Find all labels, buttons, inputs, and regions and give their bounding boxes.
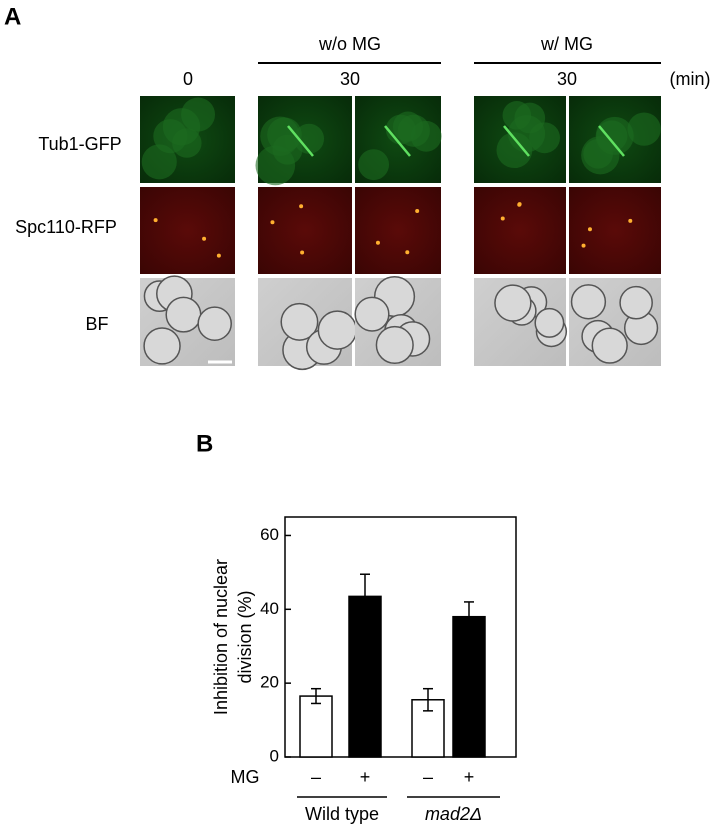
cell [591,327,628,364]
cell [141,144,177,180]
cell [397,114,430,147]
spot [517,202,522,207]
cell [317,310,358,350]
bar [452,615,486,758]
y-tick-label: 0 [270,746,279,765]
cell [619,285,653,320]
cell [496,132,533,169]
category-label: + [360,767,371,787]
time-label: 30 [557,69,577,89]
micrograph [474,187,566,274]
condition-header: w/o MG [318,34,381,54]
spot [587,227,592,232]
y-tick-label: 40 [260,599,279,618]
spindle [384,125,411,157]
micrograph [569,187,661,274]
micrograph [258,187,352,274]
bar-chart: Inhibition of nuclear division (%) MG 0 2… [211,516,517,824]
time-label: 30 [340,69,360,89]
cell [293,123,325,154]
spot [216,253,221,258]
spot [299,204,304,209]
bar [299,695,333,758]
spot [500,216,505,221]
row-label: Spc110-RFP [15,217,117,237]
cell [143,327,181,365]
cell [502,101,532,130]
cell [581,136,620,175]
spot [415,208,420,213]
cell [255,145,296,186]
y-tick-label: 60 [260,525,279,544]
cell [494,284,532,322]
cell [280,302,319,341]
row-label: Tub1-GFP [38,134,121,154]
panel-label: B [196,430,213,457]
y-axis-label: Inhibition of nuclear [211,559,231,715]
y-tick-label: 20 [260,673,279,692]
spot [300,250,305,255]
condition-header: w/ MG [540,34,593,54]
micrograph [140,187,235,274]
cell [354,296,390,332]
cell [570,284,607,320]
spot [202,236,207,241]
time-unit: (min) [670,69,711,89]
micrograph [355,187,441,274]
category-label: – [423,767,433,787]
cell [267,117,302,153]
spindle [287,125,314,157]
spot [405,250,410,255]
bar [348,595,382,758]
y-axis-label: division (%) [235,590,255,683]
category-label: – [311,767,321,787]
cell [181,97,216,132]
plot-frame [284,516,517,758]
spindle [598,125,625,157]
panel-label: A [4,3,21,30]
time-label: 0 [183,69,193,89]
cell [375,325,414,365]
row-label: BF [85,314,108,334]
cell [627,112,661,146]
spot [270,220,275,225]
spot [375,240,380,245]
spot [628,218,633,223]
cell [534,307,565,338]
group-label: Wild type [305,804,379,824]
cell [358,149,390,181]
spot [153,218,158,223]
spindle [503,125,530,157]
group-label: mad2Δ [425,804,482,824]
cell [197,306,232,341]
micrographs [140,96,661,371]
cell [165,296,202,333]
category-label: + [464,767,475,787]
spot [581,243,586,248]
row-label: MG [231,767,260,787]
